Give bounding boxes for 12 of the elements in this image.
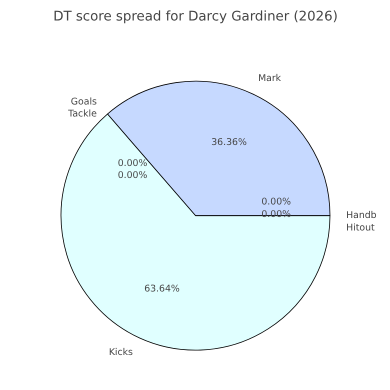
category-label: Tackle <box>68 108 97 120</box>
data-label: 63.64% <box>144 284 180 295</box>
slice-label: Kicks <box>108 347 134 358</box>
chart-title: DT score spread for Darcy Gardiner (2026) <box>53 10 338 25</box>
category-label: Goals <box>70 96 97 108</box>
text: 0.00% <box>118 170 148 182</box>
data-label: 36.36% <box>211 136 247 148</box>
text: 0.00% <box>261 196 292 208</box>
category-label: Handb <box>346 210 377 222</box>
slice-label: Mark <box>258 73 282 84</box>
text: 0.00% <box>118 158 148 169</box>
category-label: Hitout <box>346 222 375 234</box>
